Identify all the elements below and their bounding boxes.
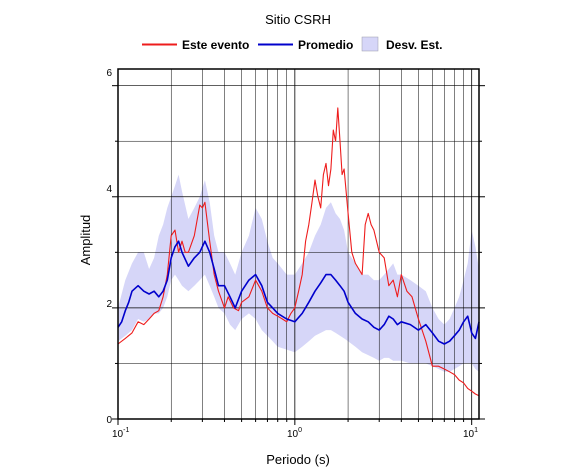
chart-title: Sitio CSRH	[265, 12, 331, 27]
x-axis-label: Periodo (s)	[266, 452, 330, 467]
legend-swatch-desv-est	[361, 36, 379, 52]
series-line-este-evento	[117, 107, 480, 397]
legend-label-promedio: Promedio	[298, 38, 353, 52]
tick-marks	[112, 85, 485, 425]
y-tick-labels: 0 2 4 6	[106, 68, 112, 426]
y-tick-label: 4	[106, 184, 112, 195]
y-tick-label: 6	[106, 68, 112, 79]
x-tick-label: 100	[287, 427, 302, 440]
x-tick-label: 101	[463, 427, 478, 440]
plot-area	[112, 68, 485, 425]
plot-frame	[117, 68, 480, 420]
legend-label-desv-est: Desv. Est.	[386, 38, 442, 52]
y-tick-label: 2	[106, 299, 112, 310]
std-dev-band	[118, 174, 479, 372]
std-dev-band-layer	[118, 174, 479, 372]
x-tick-labels: 10-1 100 101	[112, 427, 478, 440]
series-line-promedio	[117, 240, 480, 345]
legend-label-este-evento: Este evento	[182, 38, 249, 52]
y-axis-label: Amplitud	[78, 215, 93, 266]
series-layer	[117, 107, 480, 397]
legend: Este evento Promedio Desv. Est.	[142, 36, 442, 52]
x-tick-label: 10-1	[112, 427, 129, 440]
y-tick-label: 0	[106, 415, 112, 426]
